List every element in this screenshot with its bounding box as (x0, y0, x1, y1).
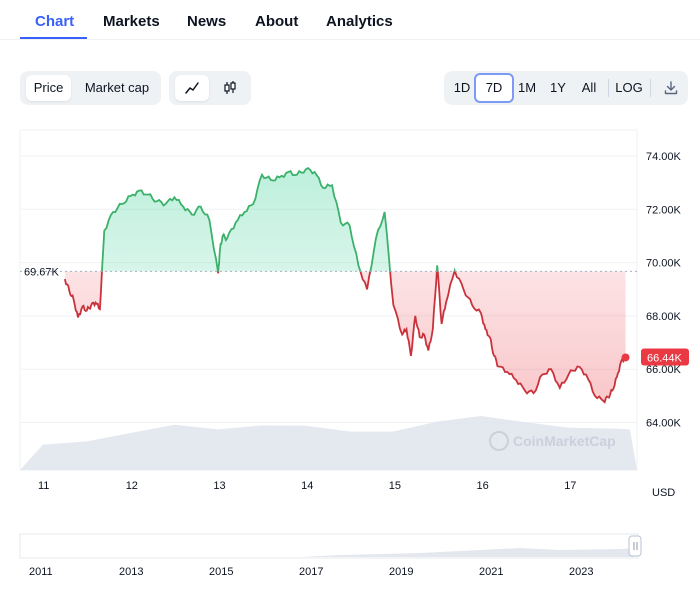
range-7d-button[interactable]: 7D (474, 73, 514, 103)
x-tick-label: 17 (564, 480, 576, 492)
tab-chart[interactable]: Chart (35, 13, 75, 30)
y-tick-label: 74.00K (646, 151, 682, 163)
tab-analytics[interactable]: Analytics (326, 13, 393, 30)
chart-type-toggle (169, 71, 251, 105)
y-tick-label: 66.00K (646, 364, 682, 376)
download-icon (664, 81, 678, 95)
coinmarketcap-watermark: CoinMarketCap (489, 431, 616, 451)
candlestick-button[interactable] (213, 75, 247, 101)
x-axis: 11 12 13 14 15 16 17 USD (38, 480, 675, 499)
navigator-year-label: 2023 (569, 566, 593, 578)
navigator-year-label: 2015 (209, 566, 233, 578)
navigator-year-label: 2013 (119, 566, 143, 578)
candlestick-icon (224, 81, 236, 94)
download-button[interactable] (658, 75, 684, 101)
metric-toggle: Price Market cap (20, 71, 161, 105)
area-below-reference (64, 271, 626, 403)
y-tick-label: 64.00K (646, 418, 682, 430)
range-all-button[interactable]: All (581, 80, 597, 95)
navigator-year-label: 2017 (299, 566, 323, 578)
navigator-series (20, 548, 634, 557)
navigator-handle[interactable] (628, 535, 642, 557)
range-navigator[interactable]: 2011 2013 2015 2017 2019 2021 2023 (19, 533, 642, 578)
range-1d-button[interactable]: 1D (453, 80, 471, 95)
line-chart-icon (185, 82, 199, 94)
active-tab-indicator (20, 37, 87, 39)
y-tick-label: 72.00K (646, 204, 682, 216)
tab-about[interactable]: About (255, 13, 299, 30)
tab-news[interactable]: News (187, 13, 227, 30)
toolbar-divider (608, 79, 609, 97)
range-1m-button[interactable]: 1M (517, 80, 537, 95)
line-chart-button[interactable] (175, 75, 209, 101)
price-button[interactable]: Price (26, 75, 71, 101)
y-axis: 74.00K 72.00K 70.00K 68.00K 66.00K 64.00K (646, 151, 682, 430)
toolbar-divider (650, 79, 651, 97)
navigator-year-label: 2021 (479, 566, 503, 578)
reference-label: 69.67K (24, 266, 60, 278)
reference-line: 69.67K 66.44K (20, 266, 689, 366)
x-tick-label: 13 (213, 480, 225, 492)
watermark-text: CoinMarketCap (513, 433, 616, 449)
price-area-fill (64, 168, 626, 403)
navigator-year-label: 2019 (389, 566, 413, 578)
tab-markets[interactable]: Markets (103, 13, 160, 30)
current-price-badge (641, 348, 689, 366)
volume-area (20, 416, 637, 470)
range-1y-button[interactable]: 1Y (550, 80, 566, 95)
currency-label: USD (652, 487, 675, 499)
log-scale-button[interactable]: LOG (615, 80, 643, 95)
tab-bar: Chart Markets News About Analytics (0, 0, 700, 40)
area-above-reference (101, 168, 455, 272)
cmc-logo (489, 431, 509, 451)
x-tick-label: 12 (126, 480, 138, 492)
price-line-down (64, 271, 627, 404)
price-line-up (101, 167, 456, 272)
price-line (64, 167, 627, 404)
current-price-dot (621, 353, 630, 362)
volume-area-shape (20, 416, 637, 470)
market-cap-button[interactable]: Market cap (84, 80, 150, 95)
range-selector: 1D 7D 1M 1Y All LOG (444, 71, 688, 105)
x-tick-label: 16 (477, 480, 489, 492)
x-tick-label: 14 (301, 480, 313, 492)
current-price-label: 66.44K (647, 352, 683, 364)
navigator-year-label: 2011 (29, 566, 53, 578)
y-tick-label: 70.00K (646, 258, 682, 270)
y-tick-label: 68.00K (646, 311, 682, 323)
x-tick-label: 11 (38, 480, 49, 492)
x-tick-label: 15 (389, 480, 401, 492)
